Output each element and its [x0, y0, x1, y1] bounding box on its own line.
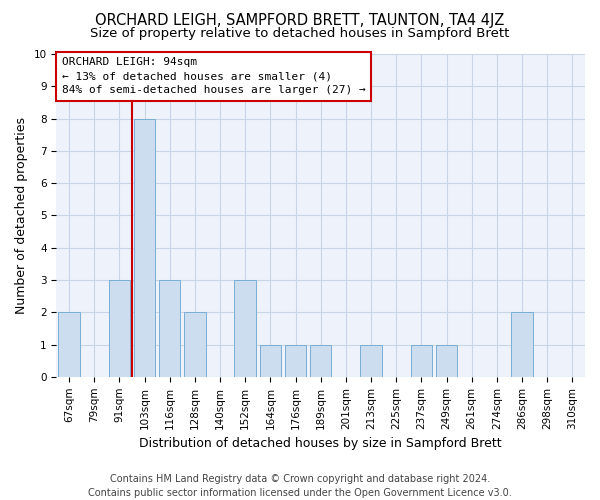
Bar: [285, 344, 306, 377]
Y-axis label: Number of detached properties: Number of detached properties: [15, 117, 28, 314]
Bar: [235, 280, 256, 377]
Text: Size of property relative to detached houses in Sampford Brett: Size of property relative to detached ho…: [91, 28, 509, 40]
Bar: [361, 344, 382, 377]
Bar: [134, 118, 155, 377]
Bar: [410, 344, 432, 377]
Bar: [436, 344, 457, 377]
Text: ORCHARD LEIGH, SAMPFORD BRETT, TAUNTON, TA4 4JZ: ORCHARD LEIGH, SAMPFORD BRETT, TAUNTON, …: [95, 12, 505, 28]
Bar: [184, 312, 206, 377]
Bar: [260, 344, 281, 377]
Bar: [58, 312, 80, 377]
Text: ORCHARD LEIGH: 94sqm
← 13% of detached houses are smaller (4)
84% of semi-detach: ORCHARD LEIGH: 94sqm ← 13% of detached h…: [62, 57, 365, 95]
Bar: [511, 312, 533, 377]
Text: Contains HM Land Registry data © Crown copyright and database right 2024.
Contai: Contains HM Land Registry data © Crown c…: [88, 474, 512, 498]
Bar: [159, 280, 181, 377]
X-axis label: Distribution of detached houses by size in Sampford Brett: Distribution of detached houses by size …: [139, 437, 502, 450]
Bar: [310, 344, 331, 377]
Bar: [109, 280, 130, 377]
